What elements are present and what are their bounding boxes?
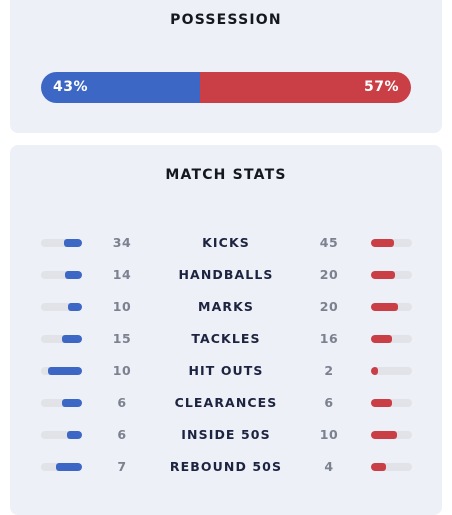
away-stat-fill xyxy=(371,399,392,407)
away-stat-bar xyxy=(371,431,412,439)
away-stat-fill xyxy=(371,271,396,279)
stat-label: REBOUND 50S xyxy=(169,459,283,474)
stat-row: 10 MARKS 20 xyxy=(10,297,442,317)
away-stat-fill xyxy=(371,431,397,439)
home-stat-value: 14 xyxy=(112,267,132,282)
away-stat-value: 10 xyxy=(319,427,339,442)
away-stat-fill xyxy=(371,463,386,471)
away-stat-value: 6 xyxy=(324,395,334,410)
home-stat-bar xyxy=(41,239,82,247)
home-stat-value: 10 xyxy=(112,299,132,314)
possession-card: POSSESSION 43% 57% xyxy=(10,0,442,133)
home-stat-fill xyxy=(64,239,82,247)
away-stat-fill xyxy=(371,335,393,343)
stat-row: 10 HIT OUTS 2 xyxy=(10,361,442,381)
away-stat-value: 16 xyxy=(319,331,339,346)
home-stat-bar xyxy=(41,271,82,279)
home-stat-fill xyxy=(62,335,82,343)
away-stat-value: 20 xyxy=(319,267,339,282)
possession-home-value: 43% xyxy=(53,79,89,95)
stat-label: HANDBALLS xyxy=(178,267,274,282)
stat-label: HIT OUTS xyxy=(188,363,264,378)
stat-row: 6 INSIDE 50S 10 xyxy=(10,425,442,445)
match-stats-card: MATCH STATS 34 KICKS 45 14 HANDBALLS 20 10 MARK… xyxy=(10,145,442,515)
away-stat-bar xyxy=(371,335,412,343)
away-stat-fill xyxy=(371,367,378,375)
possession-bar: 43% 57% xyxy=(41,72,411,103)
home-stat-fill xyxy=(65,271,82,279)
possession-away-value: 57% xyxy=(363,79,399,95)
possession-title: POSSESSION xyxy=(170,12,282,28)
stat-label: MARKS xyxy=(198,299,254,314)
home-stat-fill xyxy=(47,367,82,375)
away-stat-bar xyxy=(371,303,412,311)
stat-label: CLEARANCES xyxy=(174,395,278,410)
home-stat-value: 7 xyxy=(117,459,127,474)
home-stat-bar xyxy=(41,399,82,407)
stat-label: KICKS xyxy=(202,235,250,250)
away-stat-fill xyxy=(371,239,395,247)
away-stat-bar xyxy=(371,399,412,407)
home-stat-value: 6 xyxy=(117,395,127,410)
home-stat-fill xyxy=(66,431,82,439)
match-stats-title: MATCH STATS xyxy=(165,167,287,183)
away-stat-value: 2 xyxy=(324,363,334,378)
home-stat-bar xyxy=(41,303,82,311)
away-stat-value: 20 xyxy=(319,299,339,314)
home-stat-fill xyxy=(55,463,82,471)
home-stat-fill xyxy=(61,399,82,407)
home-stat-value: 34 xyxy=(112,235,132,250)
possession-home-segment xyxy=(41,72,201,103)
away-stat-bar xyxy=(371,367,412,375)
stat-label: TACKLES xyxy=(191,331,261,346)
stat-row: 34 KICKS 45 xyxy=(10,233,442,253)
stat-row: 7 REBOUND 50S 4 xyxy=(10,457,442,477)
stat-row: 15 TACKLES 16 xyxy=(10,329,442,349)
away-stat-value: 45 xyxy=(319,235,339,250)
home-stat-bar xyxy=(41,463,82,471)
stat-row: 14 HANDBALLS 20 xyxy=(10,265,442,285)
possession-away-segment xyxy=(200,72,411,103)
home-stat-fill xyxy=(68,303,82,311)
away-stat-value: 4 xyxy=(324,459,334,474)
home-stat-bar xyxy=(41,335,82,343)
away-stat-bar xyxy=(371,239,412,247)
home-stat-value: 6 xyxy=(117,427,127,442)
home-stat-bar xyxy=(41,367,82,375)
home-stat-value: 10 xyxy=(112,363,132,378)
away-stat-bar xyxy=(371,271,412,279)
home-stat-bar xyxy=(41,431,82,439)
home-stat-value: 15 xyxy=(112,331,132,346)
away-stat-bar xyxy=(371,463,412,471)
away-stat-fill xyxy=(371,303,399,311)
stat-label: INSIDE 50S xyxy=(181,427,271,442)
stat-row: 6 CLEARANCES 6 xyxy=(10,393,442,413)
